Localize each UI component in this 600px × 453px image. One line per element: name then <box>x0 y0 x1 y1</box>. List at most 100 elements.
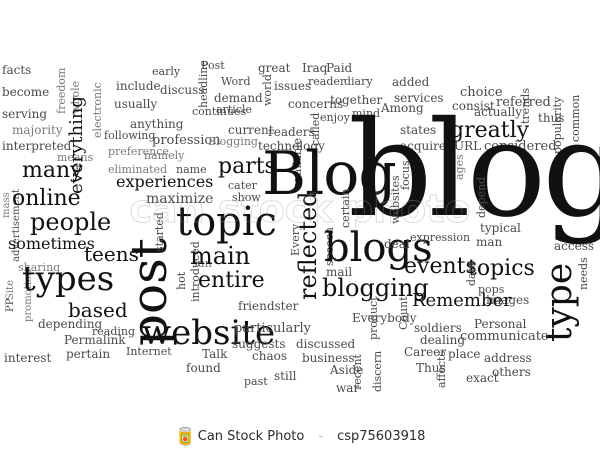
word: website <box>142 313 276 353</box>
word: experiences <box>116 172 214 191</box>
word: people <box>30 208 112 236</box>
word: referred <box>496 95 551 110</box>
word: facts <box>2 63 32 77</box>
word: friendster <box>238 299 299 313</box>
word: reading <box>92 325 136 338</box>
word: states <box>400 123 437 137</box>
word: readers <box>268 125 315 139</box>
word: Site <box>5 280 16 300</box>
word: Aside <box>330 363 364 377</box>
word: topic <box>176 199 277 245</box>
separator: - <box>318 429 324 444</box>
word: Personal <box>474 317 527 331</box>
word: date <box>465 261 478 286</box>
word-cloud: mass advertisement Site PP promotion fac… <box>1 59 600 395</box>
word: acquired <box>400 139 454 153</box>
word: PP <box>5 298 16 312</box>
word: world <box>261 74 274 106</box>
word: early <box>152 65 181 78</box>
word: man <box>476 235 503 249</box>
word: mail <box>326 265 353 279</box>
word: expression <box>410 231 471 244</box>
word: mind <box>352 107 381 120</box>
word: based <box>68 298 128 322</box>
word: blogging <box>322 274 429 302</box>
word: Talk <box>202 347 228 361</box>
word: sun <box>192 257 212 270</box>
word: still <box>274 369 297 383</box>
word: technology <box>258 139 325 153</box>
word: chaos <box>252 349 287 363</box>
word: Iraq <box>302 61 328 75</box>
word: place <box>448 347 481 361</box>
word: sharing <box>18 261 61 274</box>
word: many <box>22 158 83 183</box>
word: Among <box>381 101 424 115</box>
word: become <box>2 85 50 99</box>
word: depend <box>475 176 488 218</box>
word: current <box>228 123 274 137</box>
word: war <box>336 381 360 395</box>
word: Thus <box>416 361 446 375</box>
word: Permalink <box>64 333 126 347</box>
word: topics <box>468 256 535 281</box>
word: depending <box>38 317 103 331</box>
word: exact <box>466 371 499 385</box>
word: images <box>486 293 530 307</box>
word: types <box>22 259 115 299</box>
word: include <box>116 79 161 93</box>
word: blogs <box>324 225 433 271</box>
word: consist <box>452 99 495 113</box>
word: great <box>258 61 291 75</box>
word: communicate <box>460 329 549 344</box>
word: usually <box>114 97 158 111</box>
word: greatly <box>450 118 530 143</box>
word: particularly <box>234 321 311 336</box>
word: Paid <box>326 61 353 75</box>
word: suggests <box>232 337 286 351</box>
word: choice <box>460 85 503 100</box>
word: discuss <box>160 83 205 97</box>
word: demand <box>214 91 263 105</box>
word: deal <box>384 237 410 251</box>
word: electronic <box>91 82 104 138</box>
word: reader <box>308 75 346 88</box>
word: preference <box>108 145 169 158</box>
word: services <box>394 91 444 105</box>
word: serving <box>2 107 48 121</box>
word: enjoy <box>320 111 350 124</box>
word: Blogging <box>208 135 258 148</box>
word: eliminated <box>108 163 168 176</box>
word: together <box>330 93 383 107</box>
word: Post <box>201 59 225 72</box>
word: continues <box>192 105 247 118</box>
word: Everybody <box>352 311 417 325</box>
word: reflected <box>294 191 322 300</box>
word: Career <box>404 345 447 359</box>
word: others <box>492 365 531 379</box>
word: interpreted <box>2 139 72 153</box>
word: focus <box>399 160 412 190</box>
word: typical <box>480 221 521 235</box>
word: dealing <box>420 333 466 347</box>
word: discussed <box>296 337 356 351</box>
word: business <box>302 351 355 365</box>
word: pops <box>478 283 505 296</box>
word: following <box>104 129 156 142</box>
word: Word <box>221 75 251 88</box>
word: entire <box>198 268 265 293</box>
word: URL <box>454 139 482 153</box>
word: events <box>404 254 477 279</box>
word: certain <box>339 188 352 228</box>
word: means <box>57 151 94 164</box>
word: started <box>153 212 166 252</box>
word: hot <box>175 271 188 290</box>
footer-bar: 🥫 Can Stock Photo - csp75603918 <box>0 420 600 453</box>
word: name <box>176 163 207 176</box>
word: found <box>186 361 221 375</box>
can-icon: 🥫 <box>174 426 196 447</box>
word: added <box>392 75 430 89</box>
word: main <box>190 242 251 270</box>
word: maximize <box>146 191 214 207</box>
word: pertain <box>66 347 111 361</box>
